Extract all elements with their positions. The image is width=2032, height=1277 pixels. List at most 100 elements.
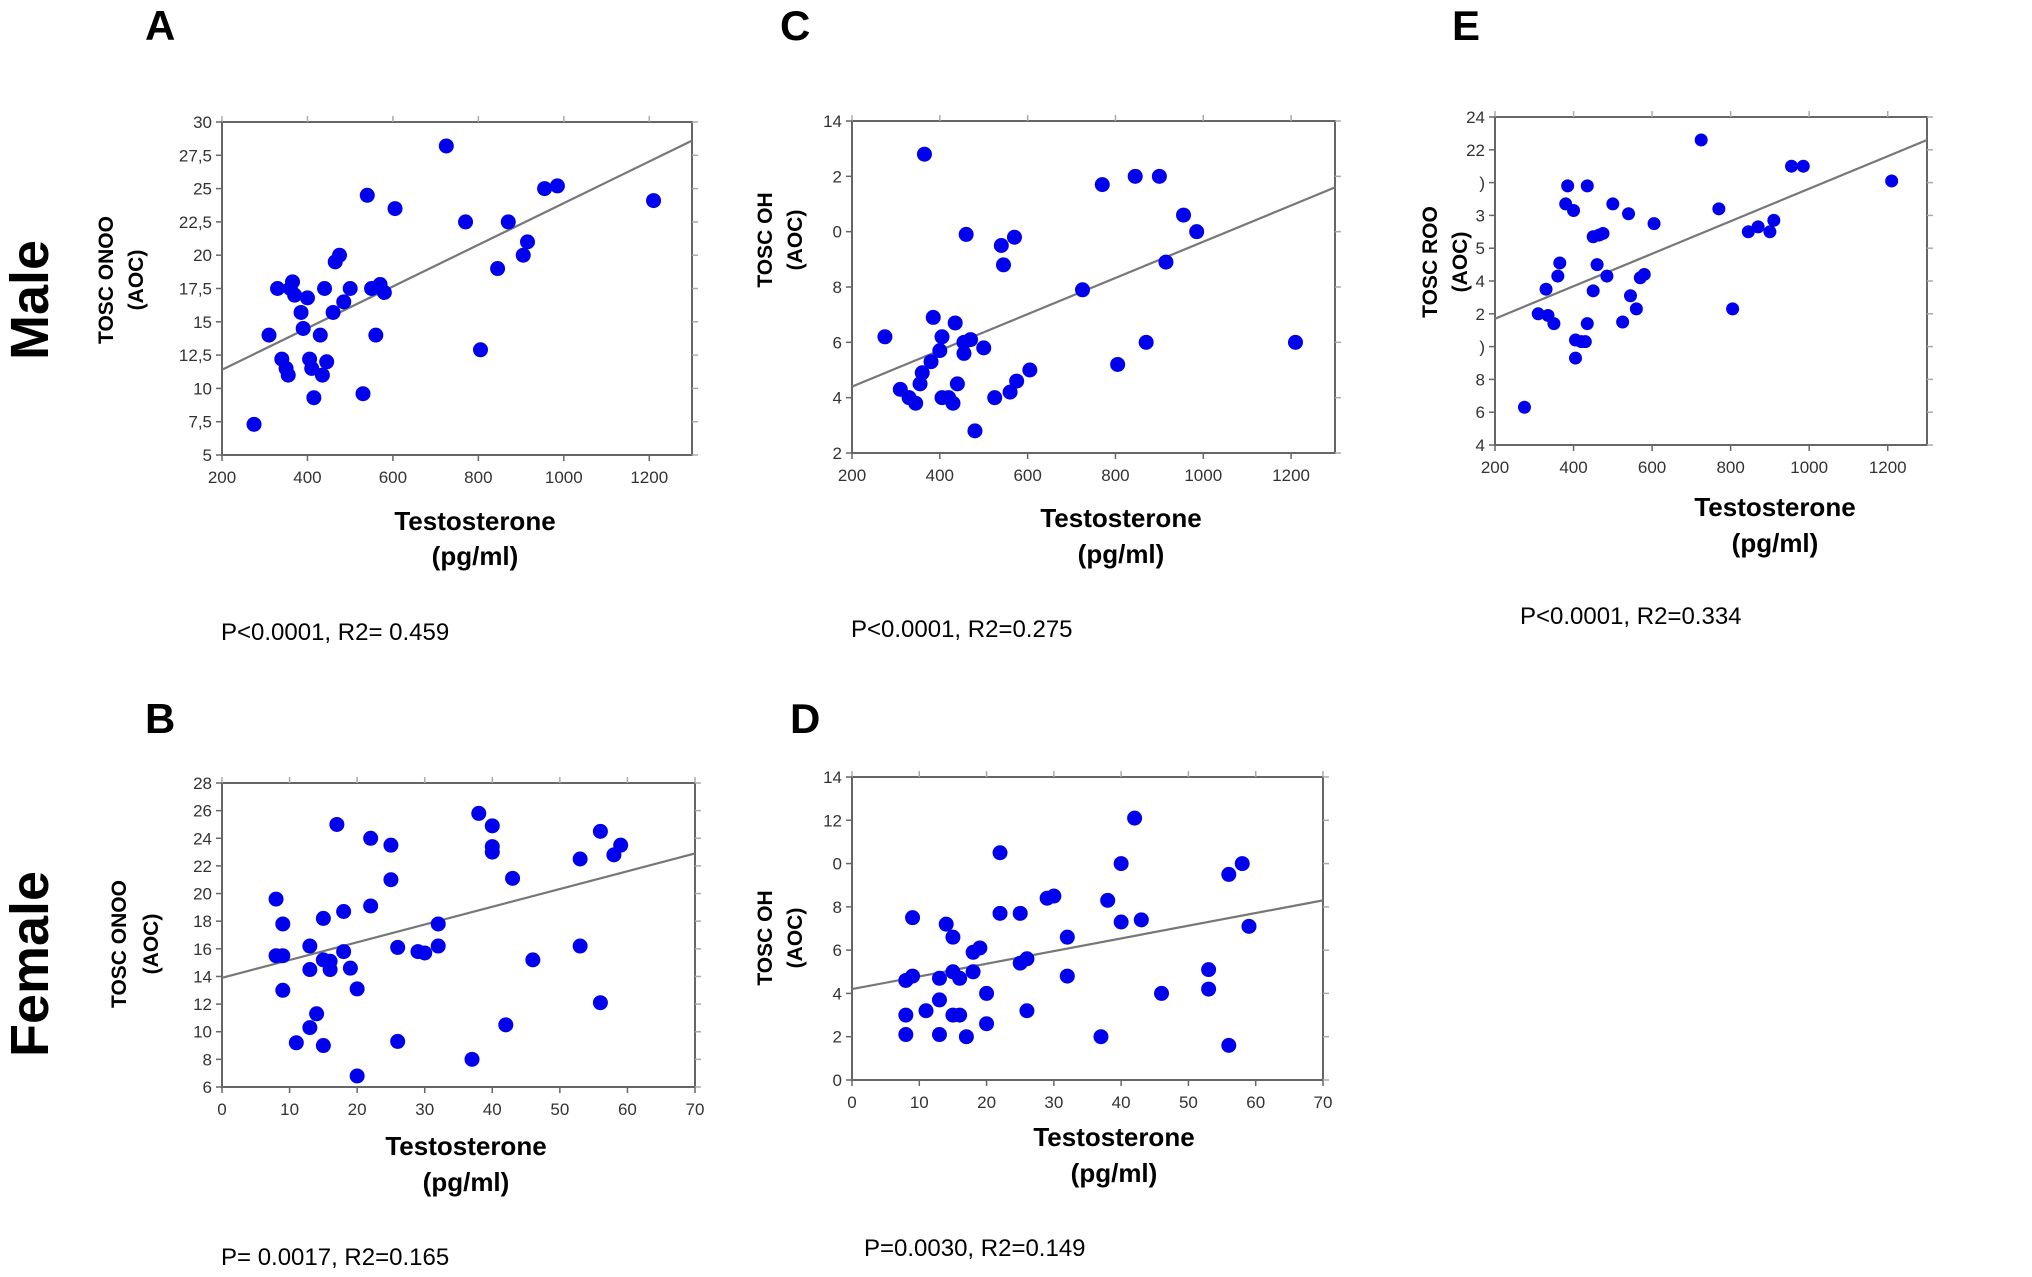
x-tick-label: 600 — [1013, 466, 1041, 485]
data-point — [355, 386, 371, 402]
data-point — [342, 281, 358, 296]
data-point — [898, 1007, 914, 1023]
data-point — [979, 985, 995, 1001]
data-point — [1241, 918, 1257, 934]
x-tick-label: 1200 — [1869, 458, 1907, 477]
x-tick-label: 400 — [1559, 458, 1587, 477]
data-point — [908, 395, 924, 411]
y-tick-label: 4 — [833, 984, 842, 1003]
data-point — [270, 281, 286, 296]
data-point — [376, 284, 392, 300]
y-axis-title: TOSC OH — [754, 890, 777, 985]
panel-letter: A — [145, 2, 175, 49]
data-point — [898, 1027, 914, 1043]
data-point — [956, 345, 972, 361]
data-point — [1006, 229, 1022, 245]
x-tick-label: 200 — [208, 468, 236, 487]
y-tick-label: 4 — [1476, 436, 1485, 455]
data-point — [1694, 133, 1708, 147]
data-point — [1712, 202, 1726, 216]
y-tick-label: 22 — [1466, 141, 1485, 160]
data-point — [1127, 810, 1143, 826]
data-point — [923, 354, 939, 370]
x-tick-label: 40 — [1112, 1093, 1131, 1112]
data-point — [1553, 256, 1567, 270]
data-point — [1569, 351, 1583, 365]
data-point — [1022, 362, 1038, 378]
data-point — [275, 916, 291, 932]
x-tick-label: 10 — [280, 1100, 299, 1119]
data-point — [1741, 225, 1755, 239]
y-tick-label: 0 — [833, 223, 842, 242]
data-point — [390, 939, 406, 955]
y-axis-unit: (AOC) — [140, 914, 163, 975]
y-tick-label: 8 — [203, 1050, 212, 1069]
stats-text: P<0.0001, R2=0.334 — [1520, 603, 1742, 630]
x-tick-label: 0 — [217, 1100, 226, 1119]
data-point — [1580, 179, 1594, 193]
data-point — [1726, 302, 1740, 316]
stats-text: P=0.0030, R2=0.149 — [864, 1235, 1086, 1262]
data-point — [945, 395, 961, 411]
x-axis-title: Testosterone — [394, 506, 555, 536]
data-point — [280, 367, 296, 383]
stats-text: P<0.0001, R2= 0.459 — [221, 619, 449, 646]
data-point — [952, 1007, 968, 1023]
data-point — [1785, 159, 1799, 173]
data-point — [1763, 225, 1777, 239]
data-point — [317, 281, 333, 296]
data-point — [952, 970, 968, 986]
data-point — [471, 805, 487, 821]
x-tick-label: 50 — [1179, 1093, 1198, 1112]
y-axis-unit: (AOC) — [784, 210, 807, 271]
panel-A: A 200 400 600 800 1000 1200 5 7,5 10 12,5 15 17,5 20 2… — [95, 2, 698, 646]
panel-letter: B — [145, 695, 175, 742]
data-point — [979, 1016, 995, 1032]
y-tick-label: 28 — [193, 774, 212, 793]
data-point — [285, 274, 300, 290]
data-point — [1002, 384, 1018, 400]
data-point — [993, 238, 1009, 253]
y-tick-label: 20 — [193, 885, 212, 904]
data-point — [293, 304, 309, 320]
data-point — [967, 423, 983, 439]
data-point — [1059, 929, 1075, 945]
y-tick-label: 12 — [193, 995, 212, 1014]
data-point — [458, 214, 474, 230]
x-axis-title: Testosterone — [1040, 503, 1201, 533]
row-label-female: Female — [0, 871, 60, 1057]
panel-D: D 0 10 20 30 40 50 60 70 0 2 4 6 8 0 12 14 TOSC OH (AOC) Te… — [754, 695, 1332, 1262]
data-point — [1629, 302, 1643, 316]
x-tick-label: 200 — [838, 466, 866, 485]
data-point — [1561, 179, 1575, 193]
data-point — [261, 327, 277, 343]
data-point — [1623, 289, 1637, 303]
data-point — [430, 916, 446, 932]
x-tick-label: 800 — [1716, 458, 1744, 477]
x-tick-label: 70 — [686, 1100, 705, 1119]
regression-line — [1494, 138, 1928, 320]
x-axis-unit: (pg/ml) — [423, 1167, 510, 1197]
regression-line — [851, 186, 1336, 388]
data-point — [302, 938, 318, 954]
x-tick-label: 1200 — [1272, 466, 1310, 485]
y-tick-label: 8 — [1476, 370, 1485, 389]
y-tick-label: 6 — [833, 941, 842, 960]
data-point — [1531, 307, 1545, 321]
data-point — [1059, 968, 1075, 984]
data-point — [976, 340, 992, 356]
y-tick-label: 22 — [193, 857, 212, 876]
x-tick-label: 30 — [415, 1100, 434, 1119]
y-tick-label: 25 — [193, 180, 212, 199]
y-tick-label: 5 — [1476, 239, 1485, 258]
x-tick-label: 20 — [977, 1093, 996, 1112]
data-point — [1012, 905, 1028, 921]
data-point — [1596, 226, 1610, 240]
data-point — [295, 320, 311, 336]
data-point — [1019, 1003, 1035, 1019]
data-point — [314, 367, 330, 383]
data-point — [490, 261, 506, 277]
x-tick-label: 60 — [1246, 1093, 1265, 1112]
data-point — [1578, 335, 1592, 349]
data-point — [1616, 315, 1630, 329]
